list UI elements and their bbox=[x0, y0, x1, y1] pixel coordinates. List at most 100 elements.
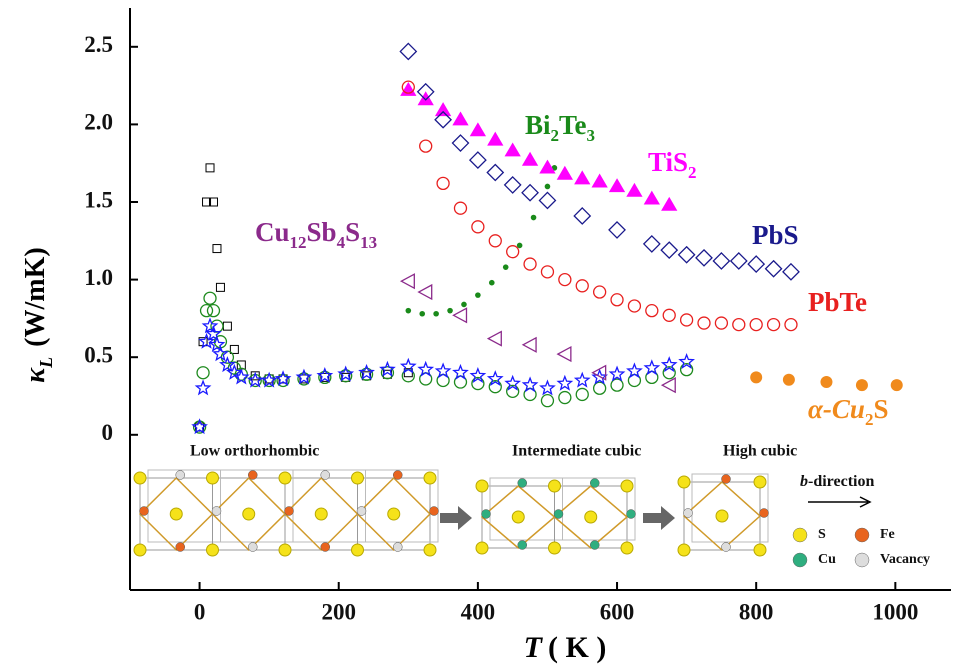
point bbox=[453, 113, 467, 125]
atom bbox=[482, 510, 491, 519]
point bbox=[472, 221, 484, 233]
phase-label: Intermediate cubic bbox=[512, 443, 641, 460]
point bbox=[541, 395, 553, 407]
x-label-symbol: T bbox=[524, 631, 544, 664]
point bbox=[461, 302, 467, 308]
atom-s bbox=[585, 511, 597, 523]
point bbox=[733, 319, 745, 331]
y-label-unit: (W/mK) bbox=[20, 247, 51, 347]
point bbox=[628, 364, 641, 377]
legend-label: Fe bbox=[880, 527, 895, 542]
point bbox=[856, 379, 868, 391]
atom bbox=[357, 507, 366, 516]
atom-s bbox=[549, 542, 561, 554]
x-tick-label: 800 bbox=[739, 599, 774, 624]
y-label-symbol: κ bbox=[20, 367, 51, 383]
point bbox=[406, 308, 412, 314]
point bbox=[783, 264, 799, 280]
point bbox=[506, 144, 520, 156]
point bbox=[523, 338, 536, 352]
point bbox=[201, 305, 213, 317]
atom-s bbox=[388, 508, 400, 520]
atom bbox=[321, 471, 330, 480]
point bbox=[433, 311, 439, 317]
point bbox=[419, 285, 432, 299]
series-label-part: Cu bbox=[255, 217, 290, 247]
point bbox=[454, 366, 467, 379]
x-tick-label: 0 bbox=[194, 599, 206, 624]
y-tick-label: 0 bbox=[102, 420, 114, 445]
point bbox=[453, 308, 466, 322]
atom bbox=[176, 471, 185, 480]
point bbox=[646, 305, 658, 317]
point bbox=[524, 258, 536, 270]
arrow bbox=[643, 506, 675, 530]
atom bbox=[212, 507, 221, 516]
point bbox=[628, 300, 640, 312]
atom-s bbox=[512, 511, 524, 523]
atom-s bbox=[134, 472, 146, 484]
point bbox=[558, 167, 572, 179]
x-tick-label: 200 bbox=[321, 599, 356, 624]
legend-atom bbox=[855, 528, 869, 542]
atom bbox=[722, 543, 731, 552]
point bbox=[207, 305, 219, 317]
point bbox=[610, 367, 623, 380]
atom bbox=[590, 479, 599, 488]
x-tick-label: 600 bbox=[600, 599, 635, 624]
y-tick-label: 1.5 bbox=[84, 187, 113, 212]
crystal bbox=[678, 474, 769, 556]
inset-label-part: b bbox=[800, 473, 808, 490]
atom-s bbox=[315, 508, 327, 520]
atom-s bbox=[754, 544, 766, 556]
point bbox=[523, 153, 537, 165]
point bbox=[645, 361, 658, 374]
atom bbox=[684, 509, 693, 518]
legend-atom bbox=[855, 553, 869, 567]
point bbox=[713, 253, 729, 269]
atom-s bbox=[678, 544, 690, 556]
point bbox=[400, 43, 416, 59]
point bbox=[204, 292, 216, 304]
atom bbox=[760, 509, 769, 518]
y-tick-label: 2.0 bbox=[84, 110, 113, 135]
series-label-part: TiS bbox=[648, 147, 688, 177]
point bbox=[505, 177, 521, 193]
point bbox=[452, 135, 468, 151]
point bbox=[447, 308, 453, 314]
y-tick-label: 1.0 bbox=[84, 265, 113, 290]
y-tick-label: 0.5 bbox=[84, 342, 113, 367]
series-label: PbTe bbox=[808, 287, 867, 317]
point bbox=[522, 185, 538, 201]
atom-s bbox=[678, 476, 690, 488]
point bbox=[420, 140, 432, 152]
point bbox=[197, 367, 209, 379]
y-axis-label: κL(W/mK) bbox=[20, 247, 56, 382]
point bbox=[820, 376, 832, 388]
legend-atom bbox=[793, 528, 807, 542]
point bbox=[471, 124, 485, 136]
point bbox=[475, 292, 481, 298]
atom bbox=[285, 507, 294, 516]
series-label: Cu12Sb4S13 bbox=[255, 217, 377, 252]
point bbox=[681, 314, 693, 326]
y-tick-label: 2.5 bbox=[84, 32, 113, 57]
series-label-part: α-Cu bbox=[808, 394, 865, 424]
x-axis-label: T( K ) bbox=[524, 631, 607, 664]
direction-arrow bbox=[808, 497, 870, 507]
point bbox=[715, 317, 727, 329]
atom-s bbox=[207, 544, 219, 556]
series-label-part: S bbox=[345, 217, 360, 247]
point bbox=[558, 347, 571, 361]
point bbox=[593, 175, 607, 187]
phase-label: High cubic bbox=[723, 443, 797, 460]
series-label-part: PbS bbox=[752, 220, 799, 250]
point bbox=[419, 363, 432, 376]
point bbox=[611, 379, 623, 391]
point bbox=[401, 274, 414, 288]
series-label: TiS2 bbox=[648, 147, 697, 182]
atom-s bbox=[170, 508, 182, 520]
point bbox=[213, 245, 221, 253]
point bbox=[610, 179, 624, 191]
